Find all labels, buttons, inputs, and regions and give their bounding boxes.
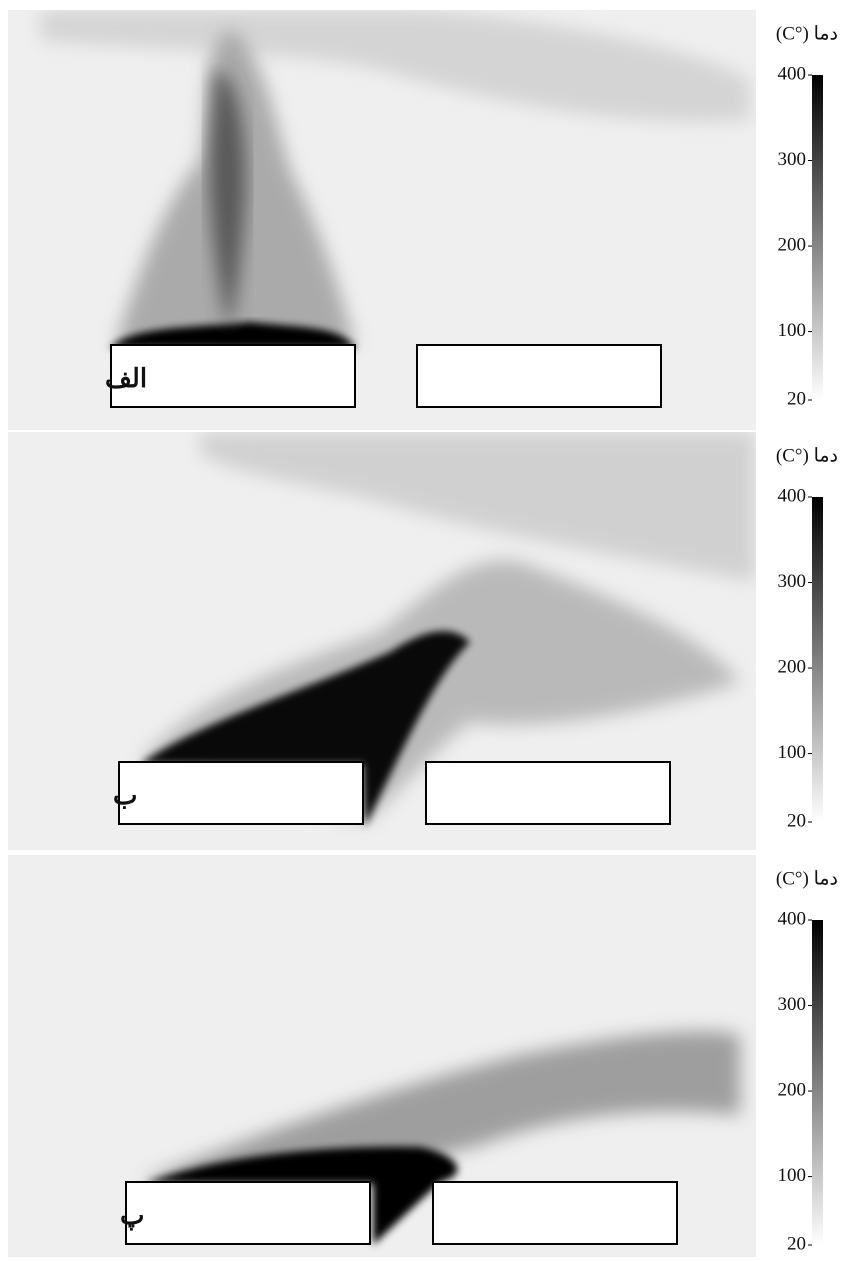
colorbar-title: دما (°C): [776, 868, 838, 889]
tick-label: 400: [778, 63, 807, 84]
panel: ب دما (°C) 400 300 200 100 20: [8, 432, 838, 850]
tick-label: 200: [778, 1079, 807, 1100]
tick-label: 20: [787, 810, 806, 831]
plume: [140, 1031, 740, 1245]
panel-label: پ: [120, 1201, 144, 1231]
colorbar: [812, 920, 823, 1245]
colorbar: [812, 75, 823, 400]
obstacle: [416, 344, 662, 408]
tick-label: 300: [778, 994, 807, 1015]
plume: [140, 432, 755, 827]
obstacle: [125, 1181, 371, 1245]
obstacle: [432, 1181, 678, 1245]
plume: [40, 10, 750, 348]
tick-label: 100: [778, 320, 807, 341]
obstacle: [110, 344, 356, 408]
tick-label: 100: [778, 742, 807, 763]
obstacle: [118, 761, 364, 825]
tick-label: 100: [778, 1165, 807, 1186]
tick-label: 20: [787, 388, 806, 409]
tick-label: 300: [778, 571, 807, 592]
panel: الف دما (°C) 400 300 200 100 20: [8, 10, 838, 430]
tick-label: 200: [778, 234, 807, 255]
tick-label: 400: [778, 908, 807, 929]
panel-label: الف: [105, 364, 147, 393]
panel-label: ب: [113, 781, 137, 810]
obstacle: [425, 761, 671, 825]
colorbar: [812, 497, 823, 822]
tick-label: 200: [778, 656, 807, 677]
panel: پ دما (°C) 400 300 200 100 20: [8, 855, 838, 1257]
colorbar-title: دما (°C): [776, 23, 838, 44]
tick-label: 20: [787, 1233, 806, 1254]
tick-label: 400: [778, 485, 807, 506]
colorbar-title: دما (°C): [776, 445, 838, 466]
tick-label: 300: [778, 149, 807, 170]
